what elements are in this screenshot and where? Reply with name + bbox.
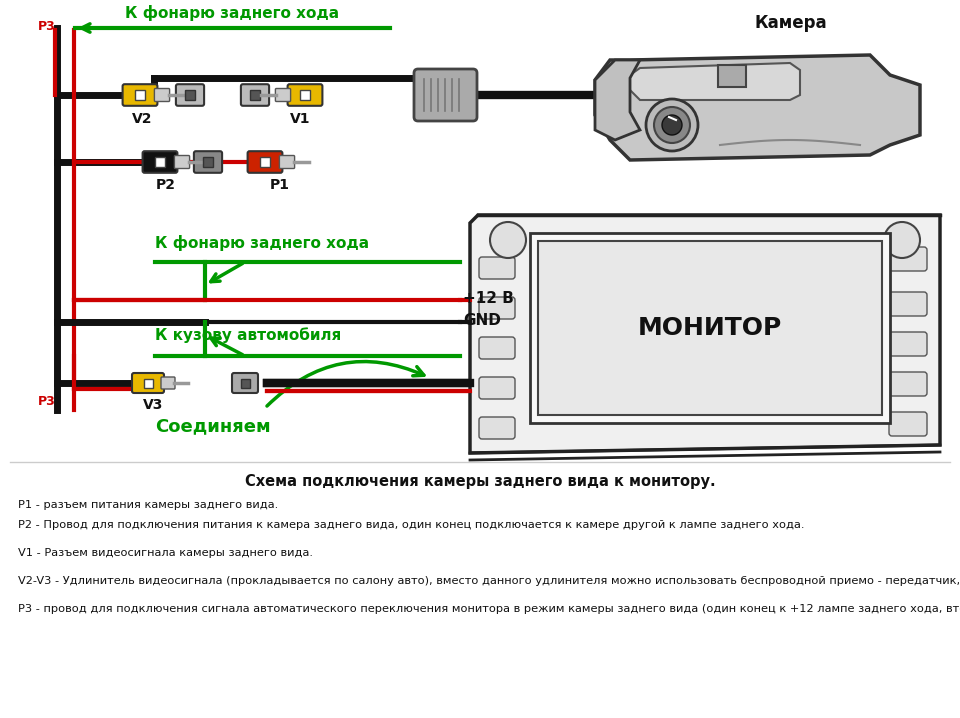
Circle shape xyxy=(662,115,682,135)
Text: Соединяем: Соединяем xyxy=(155,417,271,435)
Text: К фонарю заднего хода: К фонарю заднего хода xyxy=(125,5,339,21)
FancyBboxPatch shape xyxy=(479,377,515,399)
Text: V1: V1 xyxy=(290,112,310,126)
Text: GND: GND xyxy=(463,313,501,328)
FancyBboxPatch shape xyxy=(161,377,175,389)
FancyBboxPatch shape xyxy=(241,378,250,388)
FancyBboxPatch shape xyxy=(204,157,213,167)
Text: Схема подключения камеры заднего вида к монитору.: Схема подключения камеры заднего вида к … xyxy=(245,474,715,489)
Text: МОНИТОР: МОНИТОР xyxy=(637,316,782,340)
Text: P1: P1 xyxy=(270,178,290,192)
Text: Камера: Камера xyxy=(755,14,828,32)
Polygon shape xyxy=(595,55,920,160)
FancyBboxPatch shape xyxy=(135,90,145,100)
FancyBboxPatch shape xyxy=(889,247,927,271)
FancyBboxPatch shape xyxy=(300,90,310,100)
FancyBboxPatch shape xyxy=(414,69,477,121)
Text: P3: P3 xyxy=(38,20,56,33)
FancyBboxPatch shape xyxy=(241,84,269,106)
Text: P2: P2 xyxy=(156,178,176,192)
FancyBboxPatch shape xyxy=(479,257,515,279)
FancyBboxPatch shape xyxy=(143,151,178,173)
FancyBboxPatch shape xyxy=(176,84,204,106)
FancyBboxPatch shape xyxy=(250,90,260,100)
Text: V1 - Разъем видеосигнала камеры заднего вида.: V1 - Разъем видеосигнала камеры заднего … xyxy=(18,548,313,558)
FancyBboxPatch shape xyxy=(479,417,515,439)
FancyBboxPatch shape xyxy=(889,332,927,356)
FancyBboxPatch shape xyxy=(288,84,323,106)
FancyBboxPatch shape xyxy=(232,373,258,393)
FancyBboxPatch shape xyxy=(123,84,157,106)
Text: P2 - Провод для подключения питания к камера заднего вида, один конец подключает: P2 - Провод для подключения питания к ка… xyxy=(18,520,804,530)
FancyBboxPatch shape xyxy=(718,65,746,87)
Text: V2: V2 xyxy=(132,112,153,126)
Text: V3: V3 xyxy=(143,398,163,412)
FancyBboxPatch shape xyxy=(185,90,195,100)
Polygon shape xyxy=(595,60,640,140)
FancyBboxPatch shape xyxy=(479,297,515,319)
FancyBboxPatch shape xyxy=(248,151,282,173)
Text: P3: P3 xyxy=(38,395,56,408)
FancyBboxPatch shape xyxy=(156,157,165,167)
Circle shape xyxy=(646,99,698,151)
Text: К кузову автомобиля: К кузову автомобиля xyxy=(155,327,341,343)
Circle shape xyxy=(490,222,526,258)
FancyBboxPatch shape xyxy=(889,412,927,436)
Text: Р3 - провод для подключения сигнала автоматического переключения монитора в режи: Р3 - провод для подключения сигнала авто… xyxy=(18,604,960,614)
Text: P1 - разъем питания камеры заднего вида.: P1 - разъем питания камеры заднего вида. xyxy=(18,500,278,510)
FancyBboxPatch shape xyxy=(155,88,170,101)
FancyBboxPatch shape xyxy=(143,378,153,388)
Circle shape xyxy=(884,222,920,258)
Circle shape xyxy=(654,107,690,143)
Text: +12 В: +12 В xyxy=(463,291,514,306)
FancyBboxPatch shape xyxy=(479,337,515,359)
FancyBboxPatch shape xyxy=(194,151,222,173)
FancyBboxPatch shape xyxy=(175,156,189,169)
Polygon shape xyxy=(630,63,800,100)
FancyBboxPatch shape xyxy=(530,233,890,423)
FancyBboxPatch shape xyxy=(279,156,295,169)
FancyBboxPatch shape xyxy=(889,292,927,316)
FancyBboxPatch shape xyxy=(260,157,270,167)
Text: К фонарю заднего хода: К фонарю заднего хода xyxy=(155,235,370,251)
FancyBboxPatch shape xyxy=(276,88,291,101)
Text: V2-V3 - Удлинитель видеосигнала (прокладывается по салону авто), вместо данного : V2-V3 - Удлинитель видеосигнала (проклад… xyxy=(18,576,960,586)
FancyBboxPatch shape xyxy=(132,373,164,393)
FancyBboxPatch shape xyxy=(889,372,927,396)
FancyBboxPatch shape xyxy=(538,241,882,415)
Polygon shape xyxy=(470,215,940,453)
